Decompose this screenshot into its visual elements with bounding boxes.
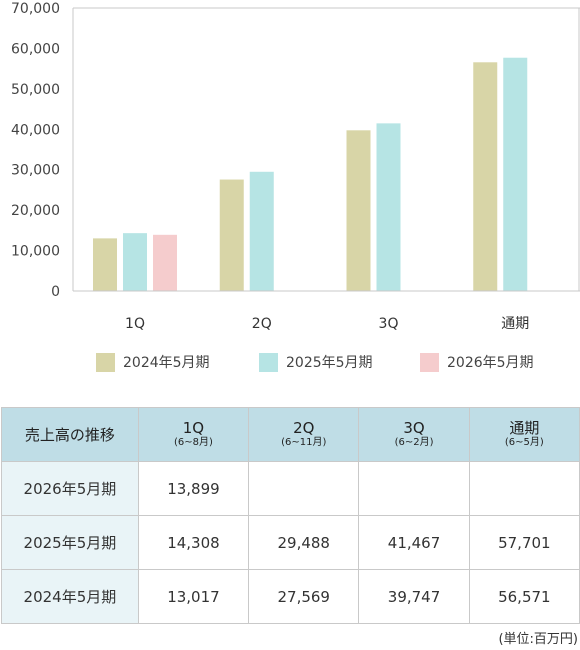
y-tick-label: 10,000 bbox=[11, 244, 60, 260]
sales-table: 売上高の推移 1Q (6~8月) 2Q (6~11月) 3Q (6~2月) 通期… bbox=[1, 407, 580, 624]
bar bbox=[153, 234, 177, 291]
bar bbox=[346, 130, 371, 291]
y-tick-label: 30,000 bbox=[11, 163, 60, 179]
legend-item-2026: 2026年5月期 bbox=[420, 352, 534, 372]
col-header-period: (6~2月) bbox=[394, 437, 434, 448]
x-tick-label: 1Q bbox=[125, 316, 145, 332]
legend-swatch-2024 bbox=[96, 352, 115, 372]
x-tick-label: 2Q bbox=[252, 316, 272, 332]
x-tick-label: 3Q bbox=[379, 316, 399, 332]
table-row: 2024年5月期 13,017 27,569 39,747 56,571 bbox=[1, 569, 580, 624]
bar-chart: 0 10,000 20,000 30,000 40,000 50,000 60,000 70,… bbox=[11, 1, 580, 332]
col-header-period: (6~8月) bbox=[173, 437, 213, 448]
bar bbox=[123, 233, 147, 291]
table-cell: 29,488 bbox=[248, 515, 360, 570]
col-header-label: 1Q bbox=[182, 419, 205, 437]
table-cell: 13,899 bbox=[137, 461, 250, 516]
table-cell: 56,571 bbox=[468, 569, 580, 624]
legend-item-2024: 2024年5月期 bbox=[96, 352, 210, 372]
table-corner-label: 売上高の推移 bbox=[1, 407, 139, 462]
y-tick-label: 60,000 bbox=[11, 41, 60, 57]
x-tick-label: 通期 bbox=[501, 316, 529, 332]
col-header-period: (6~11月) bbox=[281, 437, 327, 448]
legend-label-2026: 2026年5月期 bbox=[447, 355, 534, 371]
col-header-1q: 1Q (6~8月) bbox=[137, 407, 250, 462]
col-header-label: 2Q bbox=[293, 419, 315, 437]
table-cell: 13,017 bbox=[137, 569, 250, 624]
row-label: 2024年5月期 bbox=[1, 569, 139, 624]
y-tick-label: 70,000 bbox=[11, 1, 60, 17]
y-tick-label: 20,000 bbox=[11, 203, 60, 219]
legend-label-2024: 2024年5月期 bbox=[123, 355, 210, 371]
table-cell bbox=[358, 461, 470, 516]
y-tick-label: 50,000 bbox=[11, 82, 60, 98]
y-tick-label: 40,000 bbox=[11, 122, 60, 138]
legend-swatch-2026 bbox=[420, 352, 439, 372]
legend-item-2025: 2025年5月期 bbox=[259, 352, 373, 372]
x-axis-labels: 1Q 2Q 3Q 通期 bbox=[125, 316, 529, 332]
y-tick-label: 0 bbox=[51, 284, 60, 300]
col-header-2q: 2Q (6~11月) bbox=[248, 407, 360, 462]
legend-swatch-2025 bbox=[259, 352, 278, 372]
table-row: 2025年5月期 14,308 29,488 41,467 57,701 bbox=[1, 515, 580, 570]
legend-label-2025: 2025年5月期 bbox=[286, 355, 373, 371]
table-cell bbox=[248, 461, 360, 516]
bar bbox=[219, 179, 244, 291]
unit-note: (単位:百万円) bbox=[498, 632, 578, 647]
bar bbox=[93, 238, 117, 291]
table-cell: 14,308 bbox=[137, 515, 250, 570]
table-header-row: 売上高の推移 1Q (6~8月) 2Q (6~11月) 3Q (6~2月) 通期… bbox=[1, 407, 580, 462]
bar bbox=[376, 123, 401, 291]
y-axis-labels: 0 10,000 20,000 30,000 40,000 50,000 60,000 70,… bbox=[11, 1, 60, 300]
table-cell bbox=[468, 461, 580, 516]
table-row: 2026年5月期 13,899 bbox=[1, 461, 580, 516]
col-header-label: 通期 bbox=[509, 419, 540, 437]
bar bbox=[249, 171, 274, 291]
col-header-period: (6~5月) bbox=[504, 437, 544, 448]
col-header-label: 3Q bbox=[403, 419, 425, 437]
row-label: 2026年5月期 bbox=[1, 461, 139, 516]
col-header-3q: 3Q (6~2月) bbox=[358, 407, 470, 462]
bars bbox=[93, 57, 528, 291]
table-cell: 57,701 bbox=[468, 515, 580, 570]
table-cell: 39,747 bbox=[358, 569, 470, 624]
bar bbox=[473, 62, 498, 291]
table-cell: 27,569 bbox=[248, 569, 360, 624]
table-cell: 41,467 bbox=[358, 515, 470, 570]
bar bbox=[503, 57, 528, 291]
row-label: 2025年5月期 bbox=[1, 515, 139, 570]
chart-legend: 2024年5月期 2025年5月期 2026年5月期 bbox=[0, 352, 580, 374]
col-header-full-year: 通期 (6~5月) bbox=[468, 407, 580, 462]
